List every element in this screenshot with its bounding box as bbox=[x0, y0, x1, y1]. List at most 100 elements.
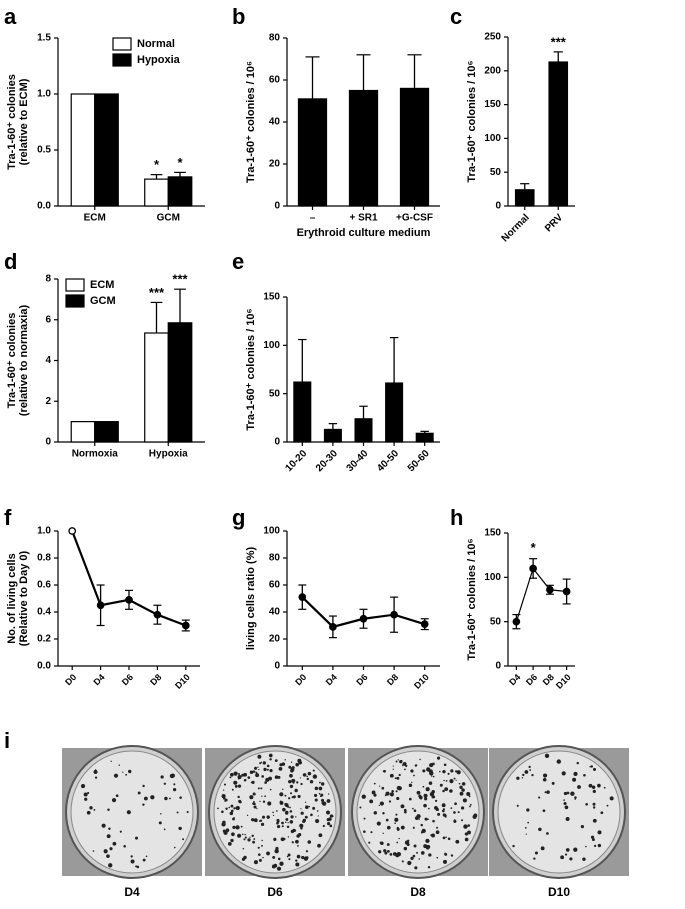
colony bbox=[442, 769, 446, 774]
y-axis-label: Tra-1-60⁺ colonies bbox=[6, 74, 18, 170]
colony bbox=[590, 765, 594, 768]
colony bbox=[276, 821, 279, 825]
bar bbox=[94, 421, 119, 443]
colony bbox=[328, 793, 330, 795]
colony bbox=[425, 787, 430, 792]
point bbox=[181, 621, 190, 630]
colony bbox=[455, 839, 460, 844]
colony bbox=[380, 841, 384, 846]
colony bbox=[289, 806, 291, 809]
colony bbox=[252, 792, 256, 796]
bar bbox=[70, 421, 96, 443]
y-tick-label: 150 bbox=[263, 292, 280, 303]
plate-well bbox=[70, 750, 194, 874]
colony bbox=[217, 807, 219, 810]
colony bbox=[590, 835, 595, 839]
colony bbox=[386, 843, 390, 846]
colony bbox=[309, 780, 314, 784]
colony bbox=[289, 784, 294, 789]
colony bbox=[326, 810, 331, 815]
colony bbox=[573, 771, 578, 776]
colony bbox=[83, 792, 88, 797]
colony bbox=[182, 838, 185, 841]
colony bbox=[473, 813, 478, 818]
bar bbox=[415, 432, 434, 443]
colony bbox=[588, 783, 593, 788]
colony bbox=[397, 759, 399, 761]
colony bbox=[279, 800, 284, 805]
panel: d Tra-1-60⁺ colonies (relative to normaxia… bbox=[4, 249, 205, 460]
significance-label: * bbox=[154, 157, 160, 172]
colony bbox=[597, 843, 602, 848]
colony bbox=[363, 817, 366, 820]
colony bbox=[302, 773, 307, 777]
colony bbox=[288, 765, 292, 769]
colony bbox=[266, 764, 270, 768]
colony bbox=[369, 799, 372, 802]
colony bbox=[223, 789, 225, 791]
colony bbox=[308, 805, 310, 808]
bar bbox=[144, 178, 169, 207]
colony bbox=[373, 793, 377, 797]
colony bbox=[163, 828, 166, 831]
colony bbox=[281, 825, 284, 828]
colony bbox=[524, 827, 527, 829]
significance-label: * bbox=[531, 540, 537, 555]
y-tick-label: 60 bbox=[269, 580, 281, 591]
colony bbox=[609, 796, 614, 801]
y-tick-label: 4 bbox=[45, 355, 51, 366]
colony bbox=[186, 810, 189, 814]
colony bbox=[544, 791, 547, 794]
y-tick-label: 50 bbox=[490, 167, 502, 178]
colony bbox=[394, 822, 396, 824]
colony bbox=[414, 816, 419, 821]
bar bbox=[514, 189, 535, 207]
colony bbox=[600, 811, 604, 815]
colony bbox=[556, 759, 561, 764]
panel-label: b bbox=[232, 4, 245, 29]
colony bbox=[420, 823, 423, 827]
y-tick-label: 2 bbox=[45, 396, 51, 407]
colony bbox=[296, 854, 301, 859]
y-tick-label: 40 bbox=[269, 117, 281, 128]
colony bbox=[110, 760, 112, 762]
colony bbox=[428, 781, 433, 785]
colony bbox=[414, 866, 418, 870]
y-tick-label: 80 bbox=[269, 33, 281, 44]
colony bbox=[458, 782, 461, 785]
colony bbox=[169, 797, 171, 800]
colony bbox=[295, 816, 297, 818]
colony bbox=[231, 788, 234, 791]
colony bbox=[379, 801, 385, 806]
colony bbox=[122, 771, 124, 773]
legend-swatch bbox=[112, 53, 132, 67]
colony bbox=[234, 784, 238, 788]
colony bbox=[264, 781, 267, 784]
colony bbox=[286, 825, 290, 829]
colony bbox=[322, 801, 327, 806]
colony bbox=[238, 799, 242, 803]
colony bbox=[524, 770, 529, 774]
colony bbox=[408, 783, 413, 788]
bar bbox=[297, 98, 328, 207]
colony bbox=[230, 838, 234, 843]
colony bbox=[230, 772, 234, 777]
colony bbox=[246, 814, 249, 816]
bar bbox=[354, 418, 373, 443]
colony bbox=[230, 804, 234, 808]
colony bbox=[572, 777, 577, 782]
colony bbox=[251, 780, 255, 784]
colony bbox=[412, 854, 416, 858]
colony bbox=[425, 846, 430, 850]
colony bbox=[249, 770, 254, 775]
bar bbox=[167, 176, 193, 207]
colony bbox=[445, 780, 448, 782]
colony bbox=[300, 811, 304, 815]
colony bbox=[525, 833, 527, 835]
colony bbox=[461, 819, 464, 822]
colony bbox=[413, 844, 417, 848]
colony bbox=[109, 847, 113, 851]
colony bbox=[412, 807, 414, 810]
colony bbox=[241, 833, 244, 836]
colony bbox=[271, 864, 276, 869]
